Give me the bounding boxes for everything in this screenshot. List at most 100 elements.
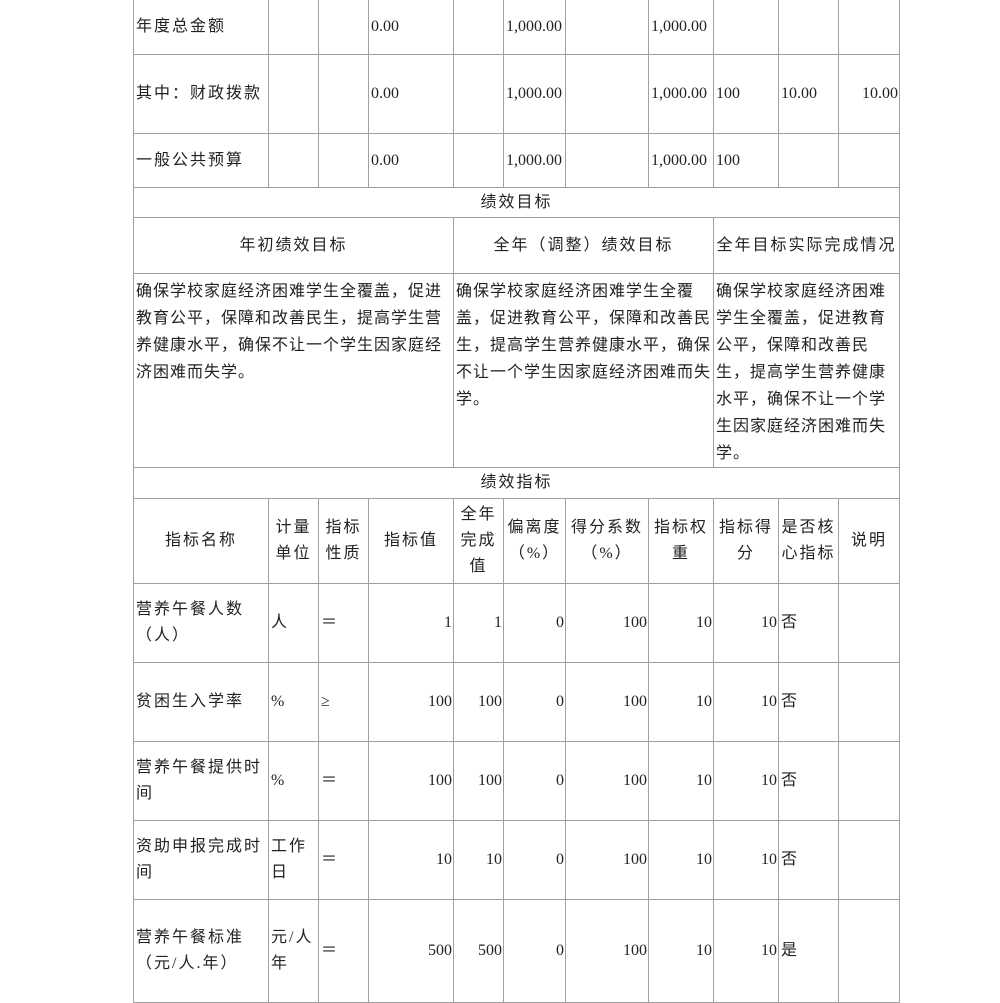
- indicator-cell: 元/人年: [268, 899, 319, 1003]
- goals-header: 全年（调整）绩效目标: [453, 217, 714, 274]
- indicator-cell: 100: [565, 820, 649, 900]
- indicator-cell: 500: [368, 899, 454, 1003]
- budget-cell: [268, 0, 319, 55]
- budget-cell: [713, 0, 779, 55]
- indicator-cell: ＝: [318, 741, 369, 821]
- indicator-cell: ≥: [318, 662, 369, 742]
- indicator-cell: ＝: [318, 899, 369, 1003]
- budget-cell: 10.00: [838, 54, 900, 134]
- indicator-cell: 100: [565, 899, 649, 1003]
- indicator-row: 营养午餐人数（人）人＝ 1 1 0 100 10 10 否: [133, 583, 900, 663]
- indicator-cell: 10: [648, 583, 714, 663]
- indicator-header: 得分系数（%）: [565, 498, 649, 584]
- indicator-header: 指标权重: [648, 498, 714, 584]
- budget-cell: 1,000.00: [503, 133, 566, 188]
- indicator-cell: 100: [368, 741, 454, 821]
- budget-cell: [838, 0, 900, 55]
- budget-label: 年度总金额: [133, 0, 269, 55]
- indicator-cell: 10: [713, 899, 779, 1003]
- indicator-cell: [838, 662, 900, 742]
- indicator-cell: 0: [503, 899, 566, 1003]
- goals-header: 年初绩效目标: [133, 217, 454, 274]
- goals-section-title: 绩效目标: [133, 187, 900, 218]
- indicators-section-title: 绩效指标: [133, 467, 900, 499]
- indicator-cell: [838, 899, 900, 1003]
- budget-cell: [453, 133, 504, 188]
- indicator-cell: 否: [778, 741, 839, 821]
- goals-header: 全年目标实际完成情况: [713, 217, 900, 274]
- indicator-cell: [838, 741, 900, 821]
- indicator-header: 指标性质: [318, 498, 369, 584]
- indicator-cell: 10: [648, 899, 714, 1003]
- budget-cell: [565, 54, 649, 134]
- budget-cell: [268, 133, 319, 188]
- indicator-cell: 否: [778, 820, 839, 900]
- indicator-cell: 贫困生入学率: [133, 662, 269, 742]
- indicator-cell: 0: [503, 662, 566, 742]
- budget-cell: 100: [713, 133, 779, 188]
- indicator-cell: ＝: [318, 583, 369, 663]
- indicator-cell: 100: [453, 741, 504, 821]
- indicator-cell: 0: [503, 583, 566, 663]
- budget-cell: [453, 54, 504, 134]
- budget-label: 其中：财政拨款: [133, 54, 269, 134]
- indicator-cell: 10: [648, 662, 714, 742]
- indicator-cell: 人: [268, 583, 319, 663]
- budget-row: 年度总金额 0.00 1,000.00 1,000.00: [133, 0, 900, 55]
- budget-cell: [268, 54, 319, 134]
- indicator-cell: 100: [368, 662, 454, 742]
- budget-cell: 1,000.00: [648, 0, 714, 55]
- budget-row: 一般公共预算 0.00 1,000.00 1,000.00 100: [133, 133, 900, 188]
- indicator-row: 资助申报完成时间 工作日＝ 10 10 0 100 10 10 否: [133, 820, 900, 900]
- goal-text: 确保学校家庭经济困难学生全覆盖，促进教育公平，保障和改善民生，提高学生营养健康水…: [133, 273, 454, 468]
- budget-cell: [318, 0, 369, 55]
- indicator-row: 营养午餐提供时间% ＝ 100 100 0 100 10 10 否: [133, 741, 900, 821]
- indicator-cell: 是: [778, 899, 839, 1003]
- indicator-cell: 10: [713, 662, 779, 742]
- indicator-header: 是否核心指标: [778, 498, 839, 584]
- performance-table: 年度总金额 0.00 1,000.00 1,000.00 其中：财政拨款 0.00 1,00…: [133, 0, 900, 1003]
- indicator-cell: 否: [778, 583, 839, 663]
- budget-cell: [318, 54, 369, 134]
- budget-cell: 0.00: [368, 133, 454, 188]
- indicator-cell: 营养午餐标准（元/人.年）: [133, 899, 269, 1003]
- indicator-cell: 0: [503, 741, 566, 821]
- indicator-cell: 10: [453, 820, 504, 900]
- indicator-header: 计量单位: [268, 498, 319, 584]
- indicator-row: 贫困生入学率% ≥100 100 0 100 10 10 否: [133, 662, 900, 742]
- goal-text: 确保学校家庭经济困难学生全覆盖，促进教育公平，保障和改善民生，提高学生营养健康水…: [453, 273, 714, 468]
- budget-cell: 0.00: [368, 0, 454, 55]
- budget-cell: [838, 133, 900, 188]
- indicator-cell: 10: [713, 820, 779, 900]
- indicator-cell: 10: [648, 741, 714, 821]
- indicator-cell: 营养午餐人数（人）: [133, 583, 269, 663]
- indicator-cell: 10: [648, 820, 714, 900]
- goals-section-row: 绩效目标: [133, 187, 900, 218]
- indicator-header: 指标值: [368, 498, 454, 584]
- indicator-header: 全年完成值: [453, 498, 504, 584]
- budget-cell: 1,000.00: [648, 54, 714, 134]
- indicator-cell: [838, 583, 900, 663]
- goals-text-row: 确保学校家庭经济困难学生全覆盖，促进教育公平，保障和改善民生，提高学生营养健康水…: [133, 273, 900, 468]
- indicator-cell: ＝: [318, 820, 369, 900]
- indicator-cell: [838, 820, 900, 900]
- indicator-cell: 否: [778, 662, 839, 742]
- indicator-header: 指标名称: [133, 498, 269, 584]
- goals-header-row: 年初绩效目标 全年（调整）绩效目标 全年目标实际完成情况: [133, 217, 900, 274]
- indicator-cell: 100: [565, 662, 649, 742]
- indicator-cell: 100: [565, 741, 649, 821]
- indicator-row: 营养午餐标准（元/人.年） 元/人年＝ 500 500 0 100 10 10 是: [133, 899, 900, 1003]
- budget-cell: [778, 133, 839, 188]
- indicators-header-row: 指标名称 计量单位 指标性质 指标值 全年完成值 偏离度（%） 得分系数（%） 指标权重 指标得…: [133, 498, 900, 584]
- goal-text: 确保学校家庭经济困难学生全覆盖，促进教育公平，保障和改善民生，提高学生营养健康水…: [713, 273, 900, 468]
- indicator-cell: 1: [453, 583, 504, 663]
- indicator-cell: 资助申报完成时间: [133, 820, 269, 900]
- budget-row: 其中：财政拨款 0.00 1,000.00 1,000.00 100 10.00 10.00: [133, 54, 900, 134]
- budget-cell: [565, 133, 649, 188]
- indicator-cell: 1: [368, 583, 454, 663]
- budget-cell: 1,000.00: [503, 0, 566, 55]
- indicator-cell: 10: [713, 583, 779, 663]
- indicator-cell: 工作日: [268, 820, 319, 900]
- indicator-header: 偏离度（%）: [503, 498, 566, 584]
- budget-cell: 10.00: [778, 54, 839, 134]
